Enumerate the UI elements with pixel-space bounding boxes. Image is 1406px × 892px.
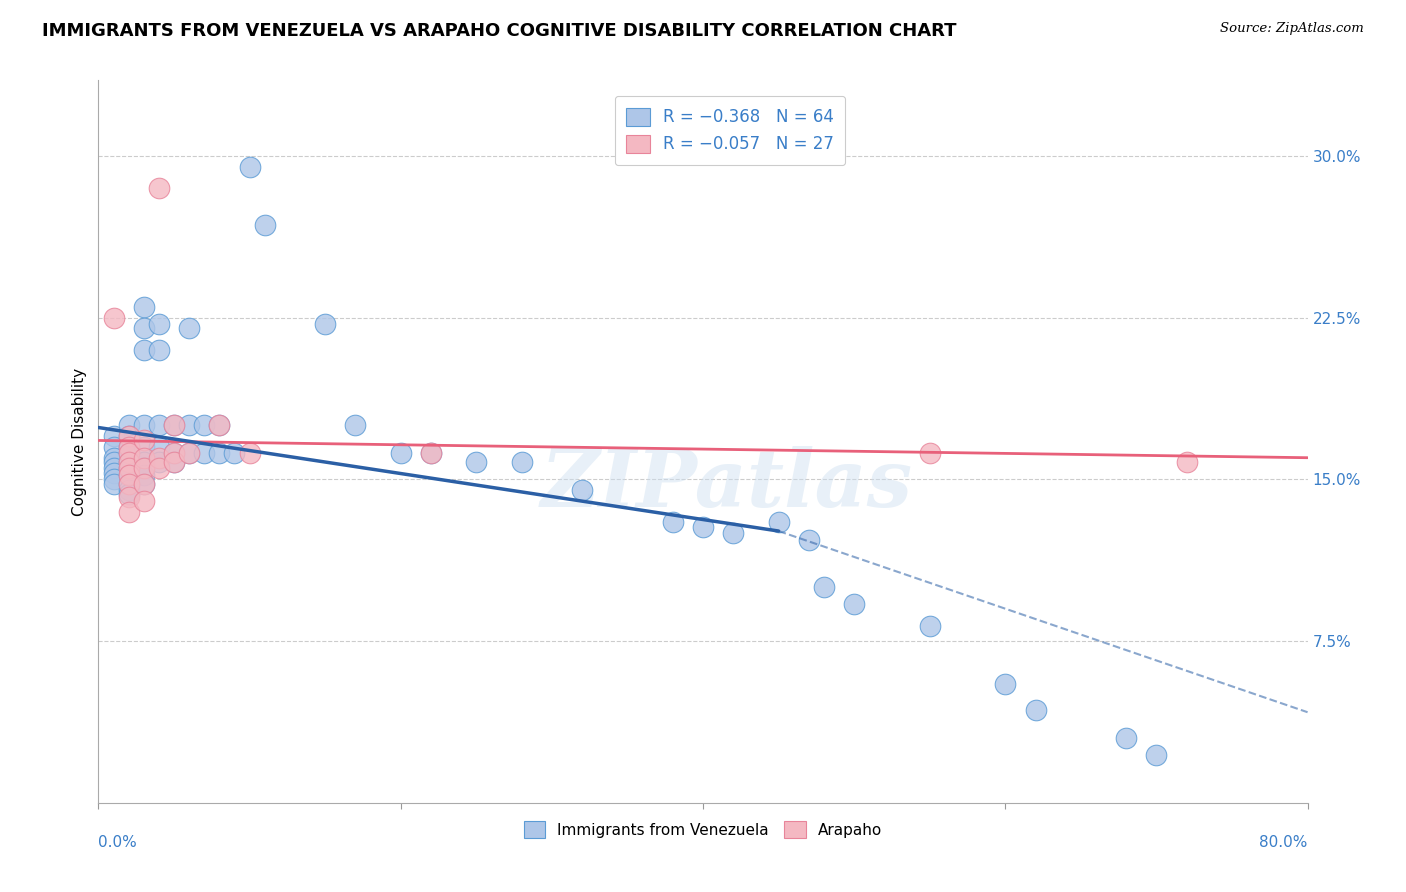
Point [918,446,941,460]
Point [163,418,186,433]
Point [132,343,155,357]
Point [118,476,141,491]
Point [163,418,186,433]
Point [163,446,186,460]
Point [118,418,141,433]
Legend: Immigrants from Venezuela, Arapaho: Immigrants from Venezuela, Arapaho [516,814,890,846]
Point [118,440,141,454]
Point [193,446,215,460]
Point [389,446,412,460]
Point [132,440,155,454]
Point [420,446,443,460]
Point [132,450,155,465]
Point [103,476,125,491]
Point [179,321,201,335]
Point [118,429,141,443]
Point [132,418,155,433]
Point [103,455,125,469]
Point [1024,703,1046,717]
Point [1115,731,1137,745]
Point [132,321,155,335]
Point [797,533,820,547]
Point [239,160,262,174]
Text: IMMIGRANTS FROM VENEZUELA VS ARAPAHO COGNITIVE DISABILITY CORRELATION CHART: IMMIGRANTS FROM VENEZUELA VS ARAPAHO COG… [42,22,956,40]
Point [148,455,170,469]
Point [118,455,141,469]
Point [132,434,155,448]
Point [208,446,231,460]
Point [148,418,170,433]
Point [253,218,276,232]
Point [179,446,201,460]
Point [193,418,215,433]
Point [103,310,125,325]
Point [179,418,201,433]
Point [723,526,745,541]
Point [103,429,125,443]
Point [148,317,170,331]
Point [118,490,141,504]
Point [132,493,155,508]
Point [118,446,141,460]
Point [118,461,141,475]
Point [465,455,488,469]
Point [103,461,125,475]
Point [768,516,790,530]
Point [103,440,125,454]
Point [132,461,155,475]
Point [118,446,141,460]
Point [132,476,155,491]
Point [692,520,714,534]
Point [1144,748,1167,763]
Point [163,446,186,460]
Point [239,446,262,460]
Point [118,455,141,469]
Point [813,580,835,594]
Point [844,598,866,612]
Point [179,446,201,460]
Point [148,343,170,357]
Point [132,476,155,491]
Text: Source: ZipAtlas.com: Source: ZipAtlas.com [1220,22,1364,36]
Point [314,317,336,331]
Point [208,418,231,433]
Point [118,467,141,482]
Point [571,483,593,497]
Point [420,446,443,460]
Point [118,487,141,501]
Text: ZIPatlas: ZIPatlas [541,446,914,524]
Point [118,461,141,475]
Point [163,455,186,469]
Point [132,467,155,482]
Y-axis label: Cognitive Disability: Cognitive Disability [72,368,87,516]
Point [103,466,125,480]
Point [208,418,231,433]
Point [510,455,533,469]
Point [118,505,141,519]
Point [118,429,141,443]
Point [118,483,141,497]
Point [103,450,125,465]
Point [148,450,170,465]
Point [132,455,155,469]
Point [1175,455,1198,469]
Point [118,467,141,482]
Text: 80.0%: 80.0% [1260,835,1308,850]
Point [344,418,367,433]
Point [148,181,170,195]
Point [118,440,141,454]
Point [118,476,141,491]
Point [148,461,170,475]
Text: 0.0%: 0.0% [98,835,138,850]
Point [103,472,125,486]
Point [918,619,941,633]
Point [224,446,246,460]
Point [132,300,155,314]
Point [661,516,683,530]
Point [148,440,170,454]
Point [163,455,186,469]
Point [132,461,155,475]
Point [994,677,1017,691]
